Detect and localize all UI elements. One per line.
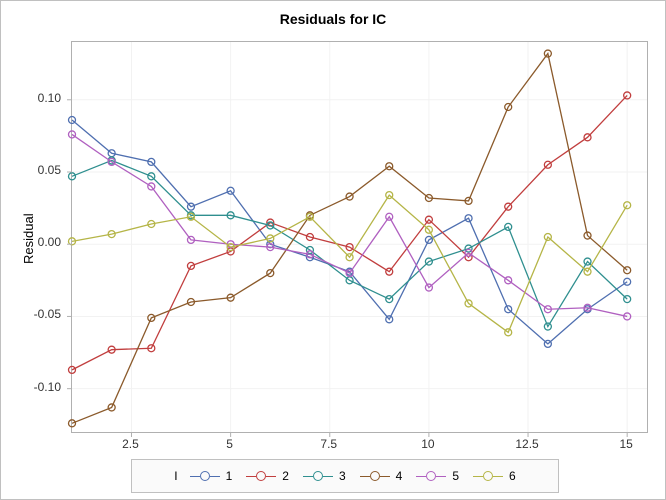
y-tick-label: 0.10 xyxy=(38,91,61,105)
legend: I 1 2 3 4 5 6 xyxy=(131,459,559,493)
legend-label: 2 xyxy=(282,469,289,483)
y-tick-label: 0.00 xyxy=(38,235,61,249)
y-axis-label: Residual xyxy=(21,213,36,264)
y-tick-label: 0.05 xyxy=(38,163,61,177)
chart-container: Residuals for IC T Residual 2.557.51012.… xyxy=(0,0,666,500)
legend-item: 6 xyxy=(473,469,516,483)
x-tick-label: 12.5 xyxy=(512,437,542,451)
legend-item: 5 xyxy=(416,469,459,483)
legend-item: 4 xyxy=(360,469,403,483)
x-tick-label: 7.5 xyxy=(314,437,344,451)
legend-label: 6 xyxy=(509,469,516,483)
x-tick-label: 5 xyxy=(215,437,245,451)
plot-area xyxy=(71,41,648,433)
legend-label: 1 xyxy=(226,469,233,483)
x-tick-label: 10 xyxy=(413,437,443,451)
chart-title: Residuals for IC xyxy=(1,11,665,27)
x-tick-label: 15 xyxy=(611,437,641,451)
legend-items: 1 2 3 4 5 6 xyxy=(190,469,516,483)
legend-label: 5 xyxy=(452,469,459,483)
y-tick-label: -0.10 xyxy=(34,380,61,394)
y-tick-label: -0.05 xyxy=(34,307,61,321)
legend-label: 4 xyxy=(396,469,403,483)
legend-item: 2 xyxy=(246,469,289,483)
legend-item: 1 xyxy=(190,469,233,483)
legend-label: 3 xyxy=(339,469,346,483)
plot-svg xyxy=(72,42,647,432)
legend-title: I xyxy=(174,469,177,483)
x-tick-label: 2.5 xyxy=(115,437,145,451)
legend-item: 3 xyxy=(303,469,346,483)
